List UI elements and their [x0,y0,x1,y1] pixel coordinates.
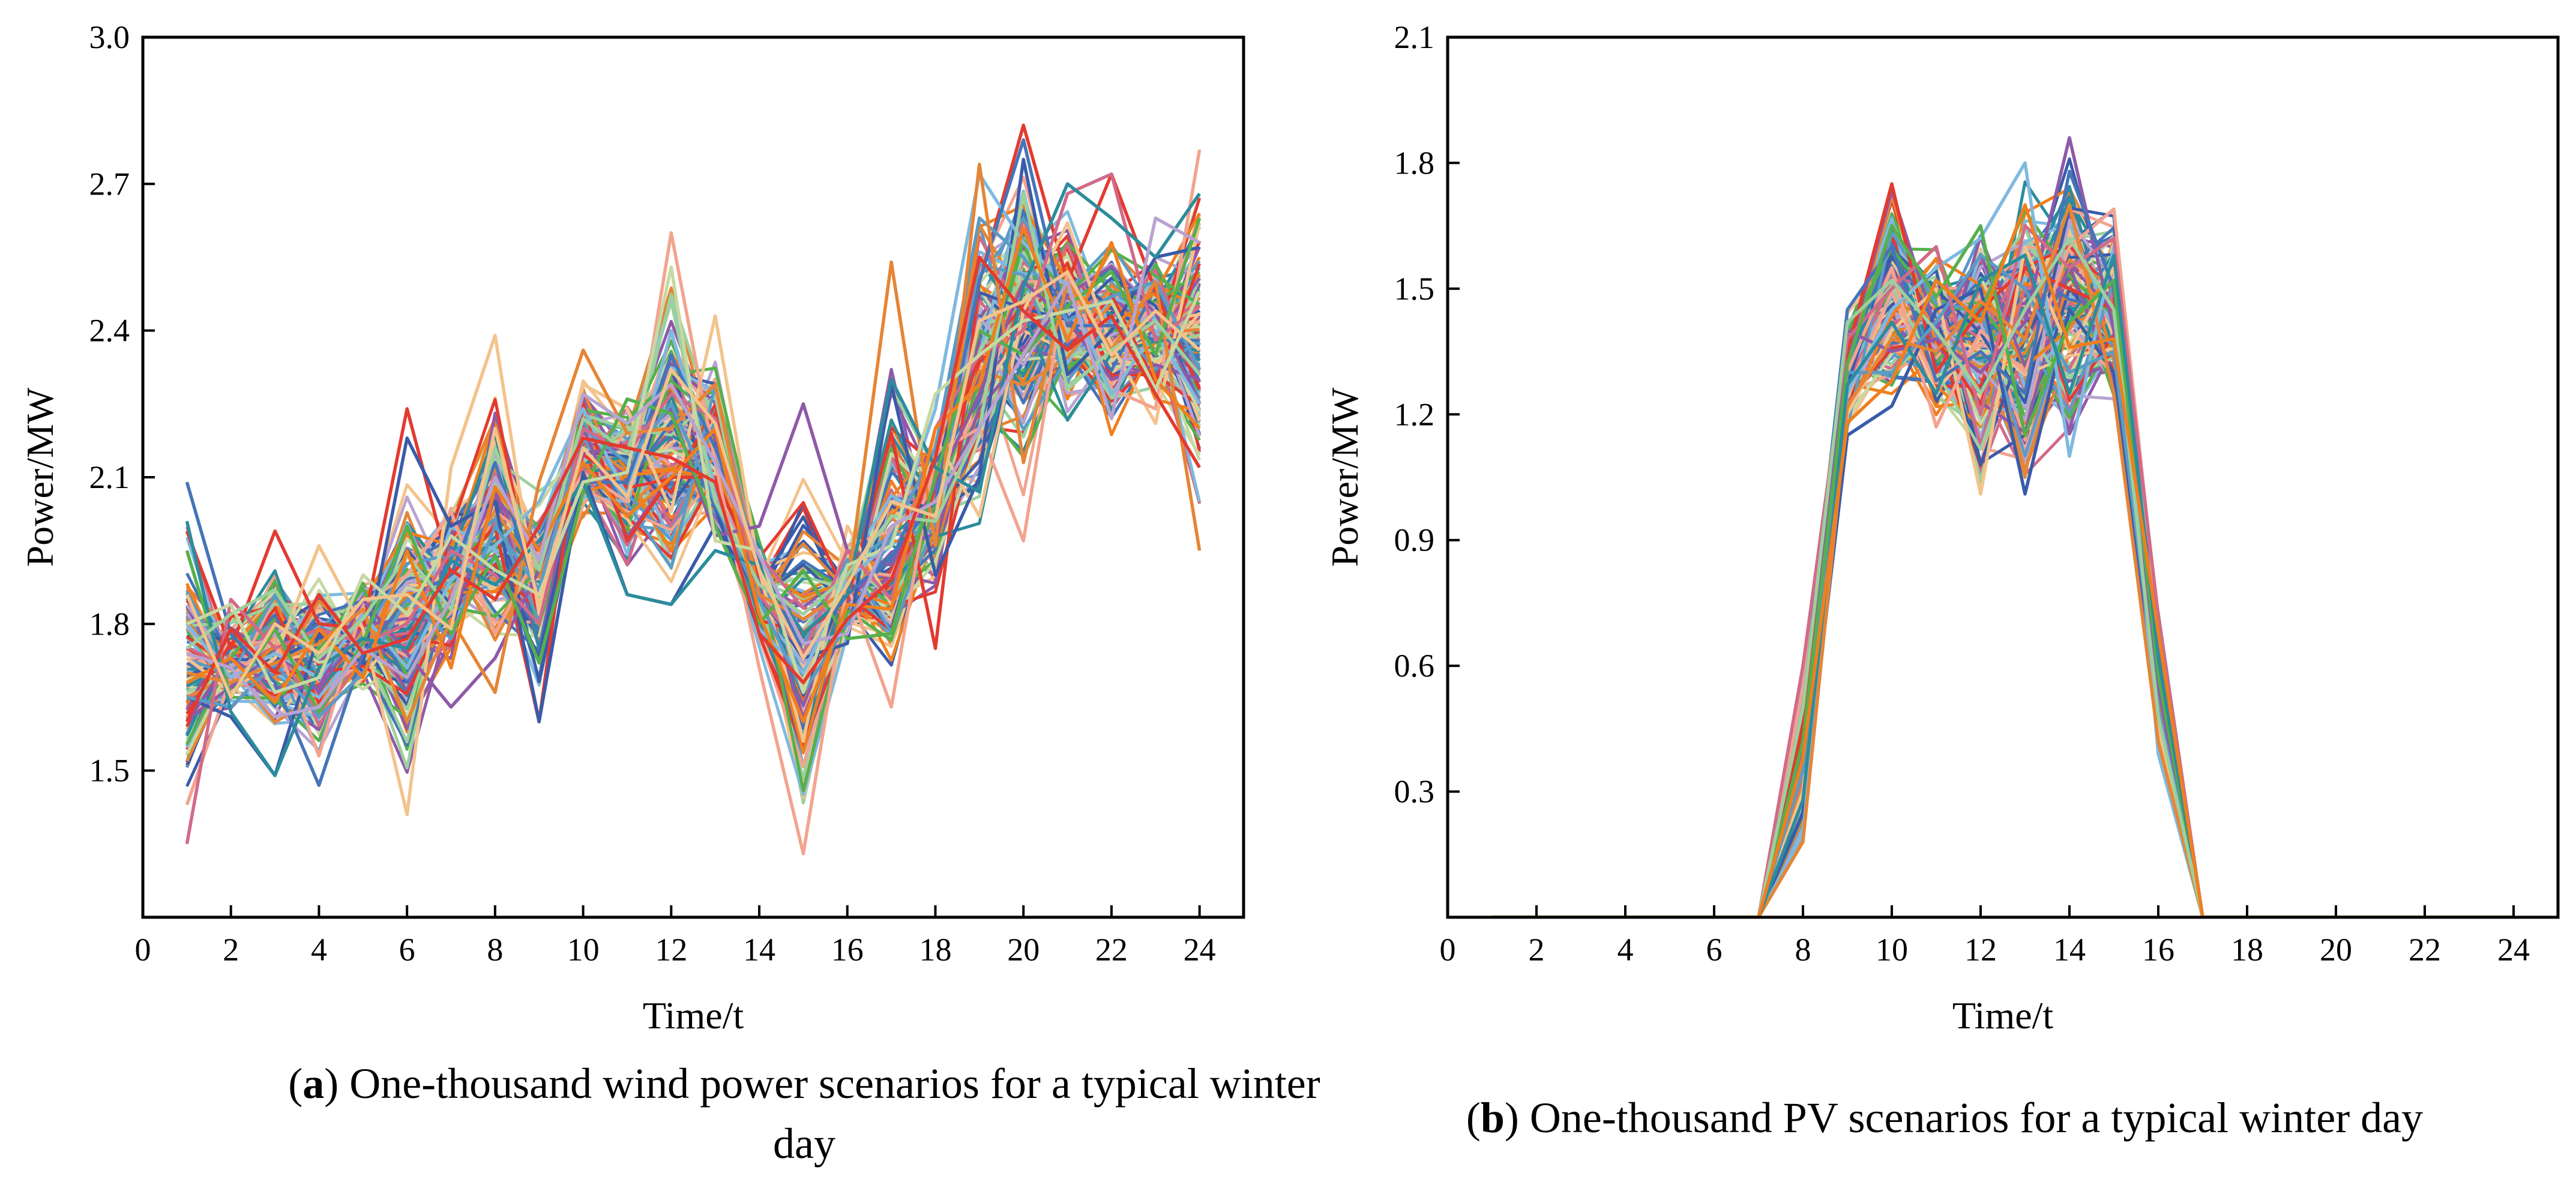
pv-scenario-line [1492,250,2514,917]
pv-scenario-13-line [1492,237,2514,917]
pv-scenario-line [1492,253,2514,917]
pv-scenario-7-line [1492,169,2514,917]
pv-scenario-14-line [1492,203,2514,917]
pv-scenario-line [1492,194,2514,917]
pv-x-tick-label: 20 [2320,932,2352,968]
wind-x-tick-label: 0 [135,932,151,968]
pv-x-tick-label: 16 [2142,932,2174,968]
wind-y-tick-label: 2.4 [89,313,130,349]
wind-scenario-3-line [185,149,1202,855]
pv-scenario-line [1492,288,2514,917]
pv-x-axis-title: Time/t [1952,994,2054,1037]
pv-x-tick-label: 14 [2053,932,2086,968]
pv-scenario-line [1492,269,2514,917]
caption-a-letter: a [302,1060,325,1108]
wind-chart: 0 2 4 6 8 10 12 14 16 18 20 22 241.51.82.12.42.73.0T… [19,19,1245,1037]
pv-scenario-line [1492,188,2514,917]
wind-scenario-17-line [185,255,1201,723]
pv-scenario-8-line [1492,253,2514,917]
wind-y-tick-label: 3.0 [89,19,130,55]
pv-y-axis-title: Power/MW [1323,387,1366,567]
wind-x-tick-label: 18 [919,932,951,968]
caption-a-text: One-thousand wind power scenarios for a … [349,1060,1320,1168]
pv-y-tick-label: 0.3 [1394,774,1435,810]
pv-scenario-line [1492,263,2514,917]
wind-x-tick-label: 24 [1184,932,1216,968]
pv-plot-frame [1446,35,2560,919]
caption-a: (a) One-thousand wind power scenarios fo… [288,1060,1320,1168]
pv-scenario-5-line [1492,136,2514,917]
pv-scenario-line [1492,231,2514,917]
pv-scenario-lines [1492,136,2514,917]
wind-y-tick-label: 1.8 [89,606,130,642]
pv-y-tick-label: 2.1 [1394,19,1435,55]
pv-x-tick-label: 18 [2231,932,2263,968]
caption-b-letter: b [1480,1094,1505,1142]
wind-x-tick-label: 10 [567,932,600,968]
pv-x-tick-label: 4 [1618,932,1634,968]
caption-b-text: One-thousand PV scenarios for a typical … [1529,1094,2424,1142]
pv-x-tick-label: 24 [2497,932,2530,968]
wind-x-tick-label: 20 [1007,932,1040,968]
pv-y-tick-label: 1.8 [1394,145,1435,181]
pv-scenario-4-line [1492,287,2514,917]
pv-scenario-11-line [1492,224,2514,917]
wind-x-tick-label: 8 [487,932,503,968]
wind-y-tick-label: 1.5 [89,753,130,789]
pv-x-tick-label: 22 [2409,932,2441,968]
pv-x-tick-label: 0 [1440,932,1456,968]
pv-x-tick-label: 2 [1529,932,1545,968]
pv-scenario-1-line [1492,182,2514,917]
wind-scenario-lines [185,123,1202,855]
wind-x-tick-label: 16 [831,932,864,968]
pv-x-tick-label: 12 [1964,932,1997,968]
wind-scenario-14-line [186,226,1201,723]
pv-scenario-line [1492,214,2514,917]
wind-x-tick-label: 14 [743,932,775,968]
wind-x-axis-title: Time/t [643,994,744,1037]
pv-scenario-line [1492,290,2514,917]
pv-scenario-line [1492,256,2514,917]
pv-x-tick-label: 8 [1795,932,1811,968]
pv-scenario-line [1492,295,2514,917]
pv-scenario-line [1492,257,2514,917]
pv-scenario-6-line [1492,161,2514,917]
wind-y-axis-title: Power/MW [19,387,61,567]
pv-scenario-line [1492,258,2514,917]
pv-scenario-line [1492,240,2514,917]
pv-y-tick-label: 1.5 [1394,271,1435,307]
pv-y-tick-label: 0.6 [1394,648,1435,684]
pv-x-tick-label: 6 [1706,932,1723,968]
pv-scenario-line [1492,274,2514,917]
pv-chart: 0 2 4 6 8 10 12 14 16 18 20 22 240.30.60.91.21.51.82… [1323,19,2560,1037]
wind-scenario-18-line [185,270,1201,699]
wind-y-tick-label: 2.7 [89,166,130,202]
wind-scenario-16-line [186,216,1200,719]
wind-x-tick-label: 6 [399,932,415,968]
pv-scenario-10-line [1492,203,2514,917]
wind-x-tick-label: 4 [311,932,327,968]
pv-x-tick-label: 10 [1876,932,1908,968]
caption-b: (b) One-thousand PV scenarios for a typi… [1466,1094,2424,1142]
wind-y-tick-label: 2.1 [89,459,130,495]
wind-x-tick-label: 12 [655,932,687,968]
pv-scenario-line [1492,253,2514,917]
pv-y-tick-label: 1.2 [1394,396,1435,432]
pv-y-tick-label: 0.9 [1394,522,1435,558]
wind-x-tick-label: 22 [1095,932,1128,968]
wind-x-tick-label: 2 [223,932,239,968]
